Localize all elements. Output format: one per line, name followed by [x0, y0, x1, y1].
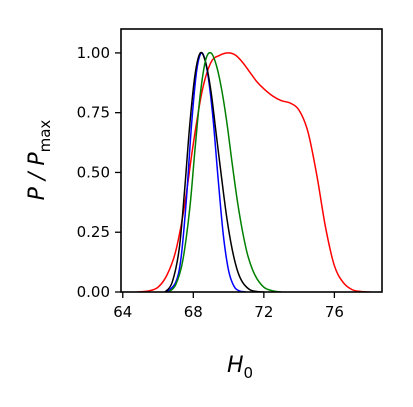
x-tick-label: 76	[325, 303, 344, 321]
series-line-1	[136, 52, 370, 292]
y-tick-label: 0.00	[77, 283, 110, 301]
y-tick-label: 0.25	[77, 223, 110, 241]
y-axis-label-subscript: max	[36, 120, 54, 153]
x-tick-label: 68	[184, 303, 203, 321]
x-tick-label: 72	[254, 303, 273, 321]
y-axis: 0.00 0.25 0.50 0.75 1.00	[77, 44, 121, 301]
series-layer	[136, 51, 370, 292]
series-line-3	[164, 51, 264, 292]
x-tick-label: 64	[113, 303, 132, 321]
plot-frame	[120, 28, 383, 293]
y-tick-label: 0.50	[77, 163, 110, 181]
y-tick-label: 1.00	[77, 44, 110, 62]
series-line-4	[168, 51, 282, 292]
y-tick-label: 0.75	[77, 104, 110, 122]
x-axis-label-subscript: 0	[244, 364, 254, 382]
y-axis-label: P / Pmax	[25, 120, 54, 201]
x-axis-label: H0	[227, 353, 253, 382]
x-axis: 64 68 72 76	[113, 292, 344, 321]
y-axis-label-main: P / P	[25, 152, 50, 201]
x-axis-label-main: H	[227, 353, 244, 378]
